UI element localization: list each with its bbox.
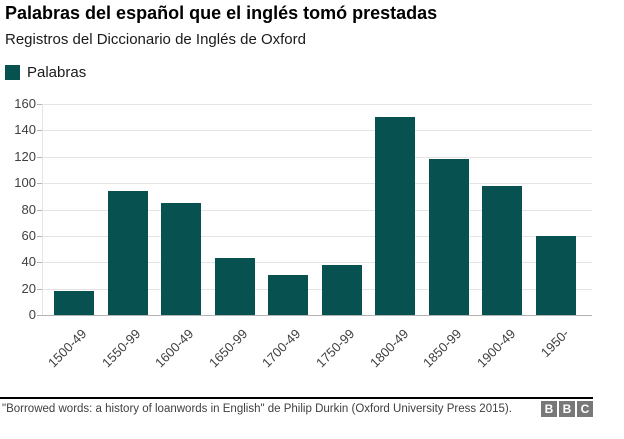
y-tick-mark — [37, 262, 42, 264]
x-tick-label: 1750-99 — [313, 326, 358, 371]
y-tick-label: 100 — [14, 175, 36, 191]
bar — [321, 264, 362, 315]
x-tick-label: 1900-49 — [473, 326, 519, 371]
y-tick-label: 60 — [21, 227, 36, 243]
legend: Palabras — [5, 64, 86, 81]
y-gridline — [42, 130, 592, 132]
chart-subtitle: Registros del Diccionario de Inglés de O… — [5, 31, 306, 48]
bar — [535, 235, 576, 315]
y-gridline — [42, 183, 592, 185]
y-tick-label: 80 — [21, 201, 36, 217]
source-attribution: "Borrowed words: a history of loanwords … — [2, 403, 512, 415]
y-tick-mark — [37, 104, 42, 105]
y-tick-mark — [37, 235, 42, 237]
legend-swatch-icon — [5, 65, 20, 80]
y-tick-label: 140 — [14, 122, 36, 138]
bbc-logo-block: B — [559, 401, 575, 417]
x-tick-label: 1700-49 — [259, 326, 304, 371]
y-tick-mark — [37, 288, 42, 290]
y-tick-mark — [37, 209, 42, 211]
footer-divider — [0, 397, 593, 399]
bar — [54, 291, 94, 315]
y-tick-label: 160 — [14, 96, 36, 111]
y-gridline — [42, 209, 592, 211]
x-tick-label: 1600-49 — [152, 326, 197, 371]
bar — [375, 117, 416, 315]
bar — [428, 159, 469, 315]
y-tick-label: 20 — [21, 280, 36, 296]
x-tick-label: 1800-49 — [366, 326, 411, 371]
y-tick-label: 0 — [28, 307, 36, 322]
x-axis-baseline — [42, 315, 592, 316]
y-gridline — [42, 156, 592, 158]
bar — [482, 185, 523, 315]
x-tick-label: 1500-49 — [45, 326, 90, 371]
y-gridline — [42, 104, 592, 105]
y-tick-label: 40 — [21, 254, 36, 270]
y-tick-mark — [37, 183, 42, 185]
legend-label: Palabras — [27, 64, 87, 81]
y-tick-mark — [37, 315, 42, 316]
y-axis-line — [42, 104, 43, 315]
bar — [107, 191, 148, 315]
y-gridline — [42, 235, 592, 237]
bar — [214, 258, 255, 315]
y-gridline — [42, 288, 592, 290]
bar — [161, 202, 202, 315]
x-tick-label: 1550-99 — [98, 326, 144, 371]
y-tick-mark — [37, 156, 42, 158]
bar — [268, 275, 309, 315]
x-tick-label: 1850-99 — [420, 326, 465, 371]
y-gridline — [42, 262, 592, 264]
x-tick-label: 1650-99 — [205, 326, 251, 371]
chart-title: Palabras del español que el inglés tomó … — [5, 3, 438, 23]
y-tick-mark — [37, 130, 42, 132]
bbc-logo-block: B — [541, 401, 557, 417]
y-tick-label: 120 — [14, 148, 36, 164]
bbc-logo-block: C — [577, 401, 593, 417]
x-tick-label: 1950- — [537, 326, 572, 361]
